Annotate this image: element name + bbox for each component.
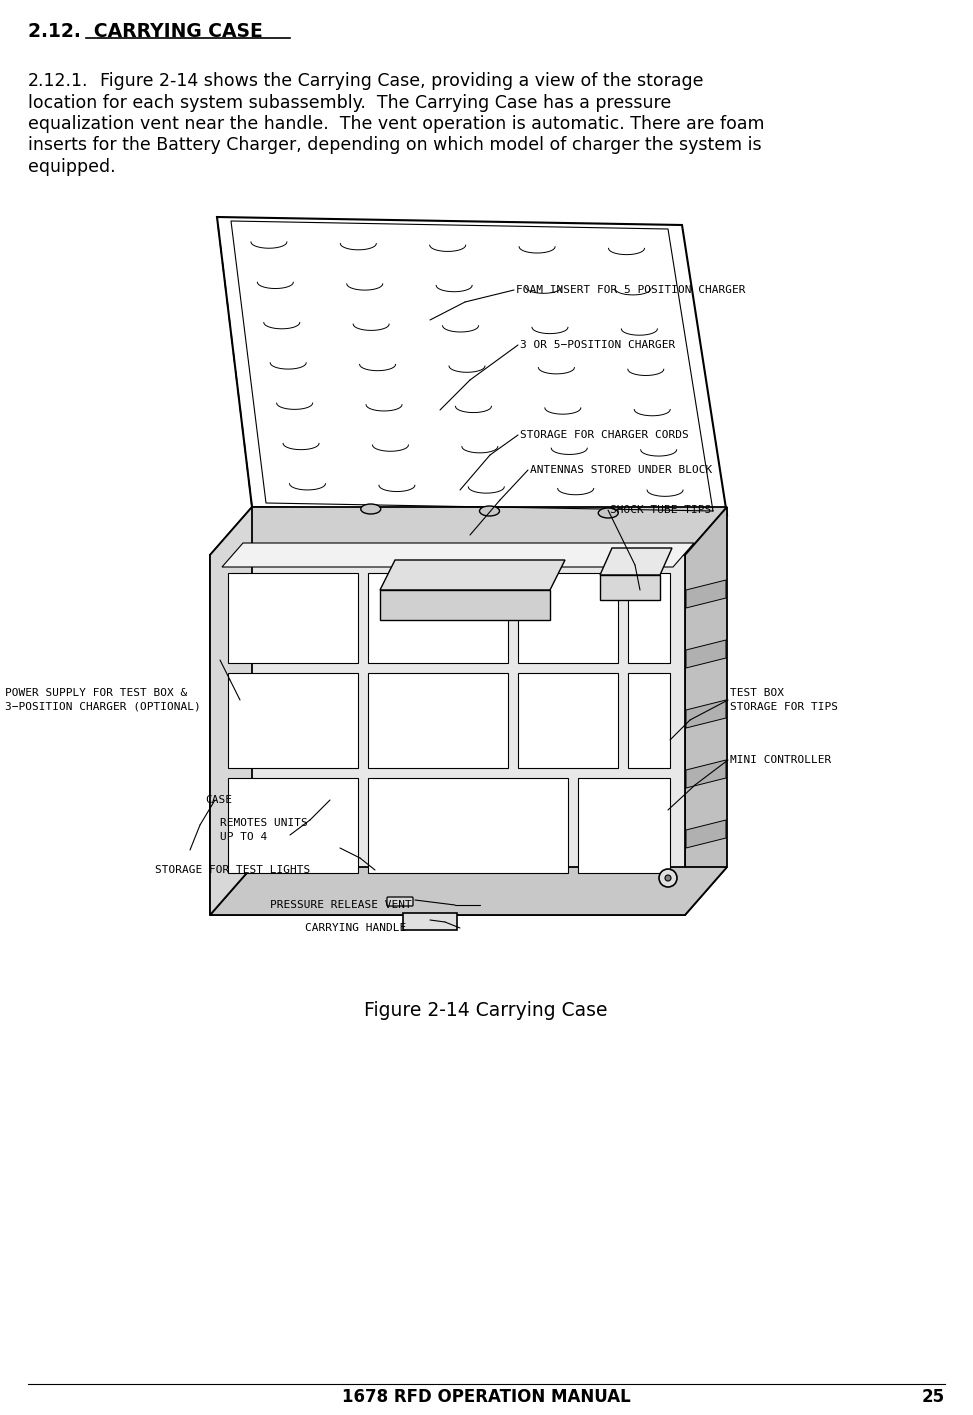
Text: inserts for the Battery Charger, depending on which model of charger the system : inserts for the Battery Charger, dependi… [28, 136, 762, 154]
Polygon shape [368, 674, 508, 768]
Polygon shape [380, 560, 565, 590]
Text: Figure 2-14 shows the Carrying Case, providing a view of the storage: Figure 2-14 shows the Carrying Case, pro… [100, 72, 703, 91]
Text: REMOTES UNITS
UP TO 4: REMOTES UNITS UP TO 4 [220, 818, 307, 842]
Ellipse shape [361, 504, 380, 514]
Text: Figure 2-14 Carrying Case: Figure 2-14 Carrying Case [364, 1000, 608, 1019]
Polygon shape [368, 573, 508, 664]
Ellipse shape [480, 507, 499, 516]
Text: 2.12.  CARRYING CASE: 2.12. CARRYING CASE [28, 23, 263, 41]
Polygon shape [217, 216, 727, 515]
Text: equalization vent near the handle.  The vent operation is automatic. There are f: equalization vent near the handle. The v… [28, 115, 765, 133]
Polygon shape [600, 548, 672, 574]
Text: POWER SUPPLY FOR TEST BOX &
3−POSITION CHARGER (OPTIONAL): POWER SUPPLY FOR TEST BOX & 3−POSITION C… [5, 689, 200, 712]
Text: 3 OR 5−POSITION CHARGER: 3 OR 5−POSITION CHARGER [520, 340, 675, 350]
FancyBboxPatch shape [387, 897, 413, 906]
Ellipse shape [598, 508, 618, 518]
Polygon shape [686, 760, 726, 788]
Text: 1678 RFD OPERATION MANUAL: 1678 RFD OPERATION MANUAL [342, 1388, 631, 1407]
Text: STORAGE FOR TEST LIGHTS: STORAGE FOR TEST LIGHTS [155, 865, 310, 874]
Polygon shape [380, 590, 550, 620]
Polygon shape [210, 867, 727, 916]
Text: 25: 25 [921, 1388, 945, 1407]
Polygon shape [228, 778, 358, 873]
Polygon shape [222, 543, 694, 567]
Text: 2.12.1.: 2.12.1. [28, 72, 89, 91]
Polygon shape [628, 573, 670, 664]
Text: TEST BOX
STORAGE FOR TIPS: TEST BOX STORAGE FOR TIPS [730, 689, 838, 712]
Polygon shape [368, 778, 568, 873]
Polygon shape [403, 913, 457, 930]
Text: SHOCK TUBE TIPS: SHOCK TUBE TIPS [610, 505, 711, 515]
Text: FOAM INSERT FOR 5 POSITION CHARGER: FOAM INSERT FOR 5 POSITION CHARGER [516, 284, 745, 294]
Polygon shape [685, 507, 727, 916]
Polygon shape [518, 674, 618, 768]
Text: equipped.: equipped. [28, 158, 116, 175]
Text: location for each system subassembly.  The Carrying Case has a pressure: location for each system subassembly. Th… [28, 93, 671, 112]
Polygon shape [210, 555, 685, 916]
Polygon shape [686, 580, 726, 608]
Polygon shape [228, 573, 358, 664]
Polygon shape [628, 674, 670, 768]
Polygon shape [600, 574, 660, 600]
Text: CASE: CASE [205, 795, 232, 805]
Text: PRESSURE RELEASE VENT: PRESSURE RELEASE VENT [270, 900, 412, 910]
Text: MINI CONTROLLER: MINI CONTROLLER [730, 756, 831, 766]
Circle shape [659, 869, 677, 887]
Polygon shape [228, 674, 358, 768]
Text: STORAGE FOR CHARGER CORDS: STORAGE FOR CHARGER CORDS [520, 430, 689, 440]
Polygon shape [210, 507, 252, 916]
Polygon shape [686, 821, 726, 848]
Polygon shape [686, 700, 726, 727]
Polygon shape [210, 507, 727, 555]
Circle shape [665, 874, 671, 882]
Polygon shape [518, 573, 618, 664]
Polygon shape [578, 778, 670, 873]
Polygon shape [686, 640, 726, 668]
Text: ANTENNAS STORED UNDER BLOCK: ANTENNAS STORED UNDER BLOCK [530, 466, 712, 475]
Text: CARRYING HANDLE: CARRYING HANDLE [305, 923, 407, 932]
